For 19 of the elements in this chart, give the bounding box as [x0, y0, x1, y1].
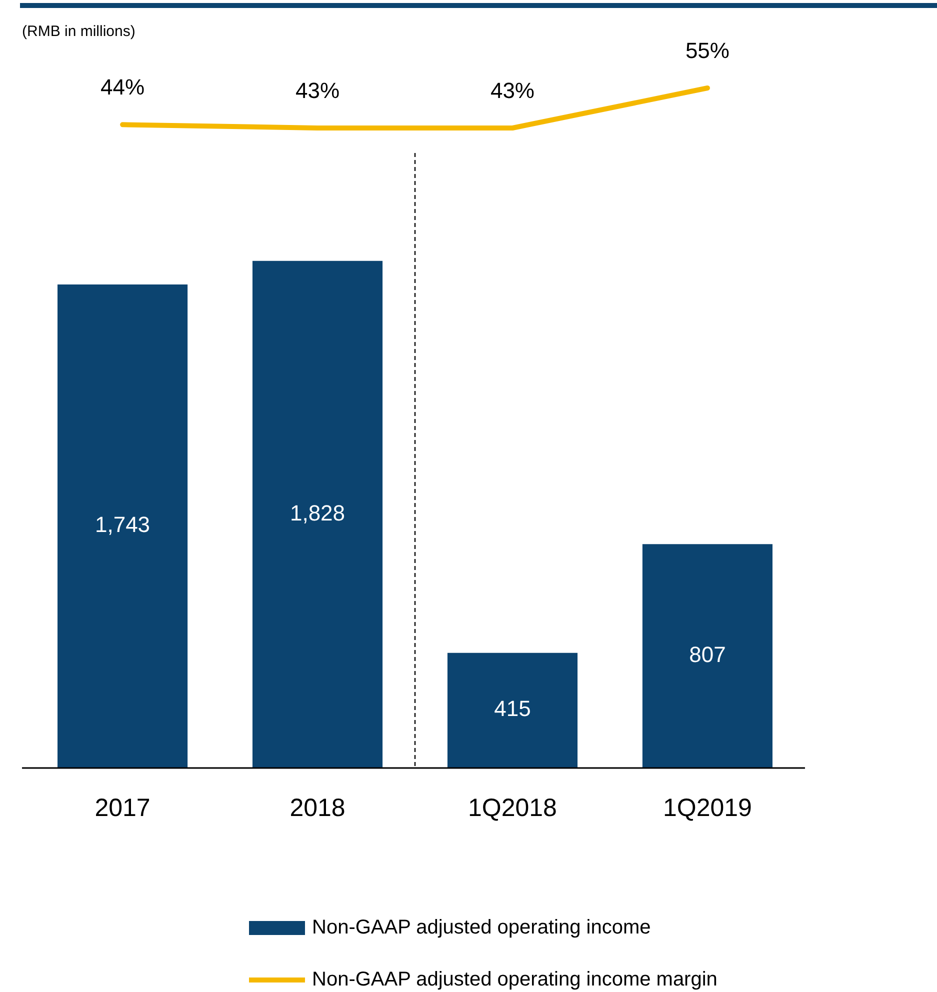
data-label: 43% — [490, 78, 535, 103]
bar — [58, 284, 188, 768]
bar — [447, 652, 578, 768]
legend-label: Non-GAAP adjusted operating income — [312, 916, 651, 938]
x-tick-label: 2018 — [290, 794, 346, 822]
x-tick-label: 2017 — [94, 794, 150, 822]
data-label: 55% — [685, 38, 730, 63]
data-label: 1,828 — [290, 500, 346, 526]
data-label: 1,743 — [95, 512, 150, 538]
x-tick-label: 1Q2018 — [468, 794, 557, 822]
data-label: 43% — [295, 78, 340, 103]
data-label: 44% — [100, 74, 145, 100]
text: (RMB in millions) — [22, 23, 136, 40]
data-label: 807 — [689, 642, 726, 667]
legend-label: Non-GAAP adjusted operating income margin — [312, 968, 718, 990]
bar — [252, 260, 383, 768]
bar — [642, 544, 772, 768]
x-tick-label: 1Q2019 — [662, 794, 752, 822]
data-label: 415 — [494, 696, 531, 722]
